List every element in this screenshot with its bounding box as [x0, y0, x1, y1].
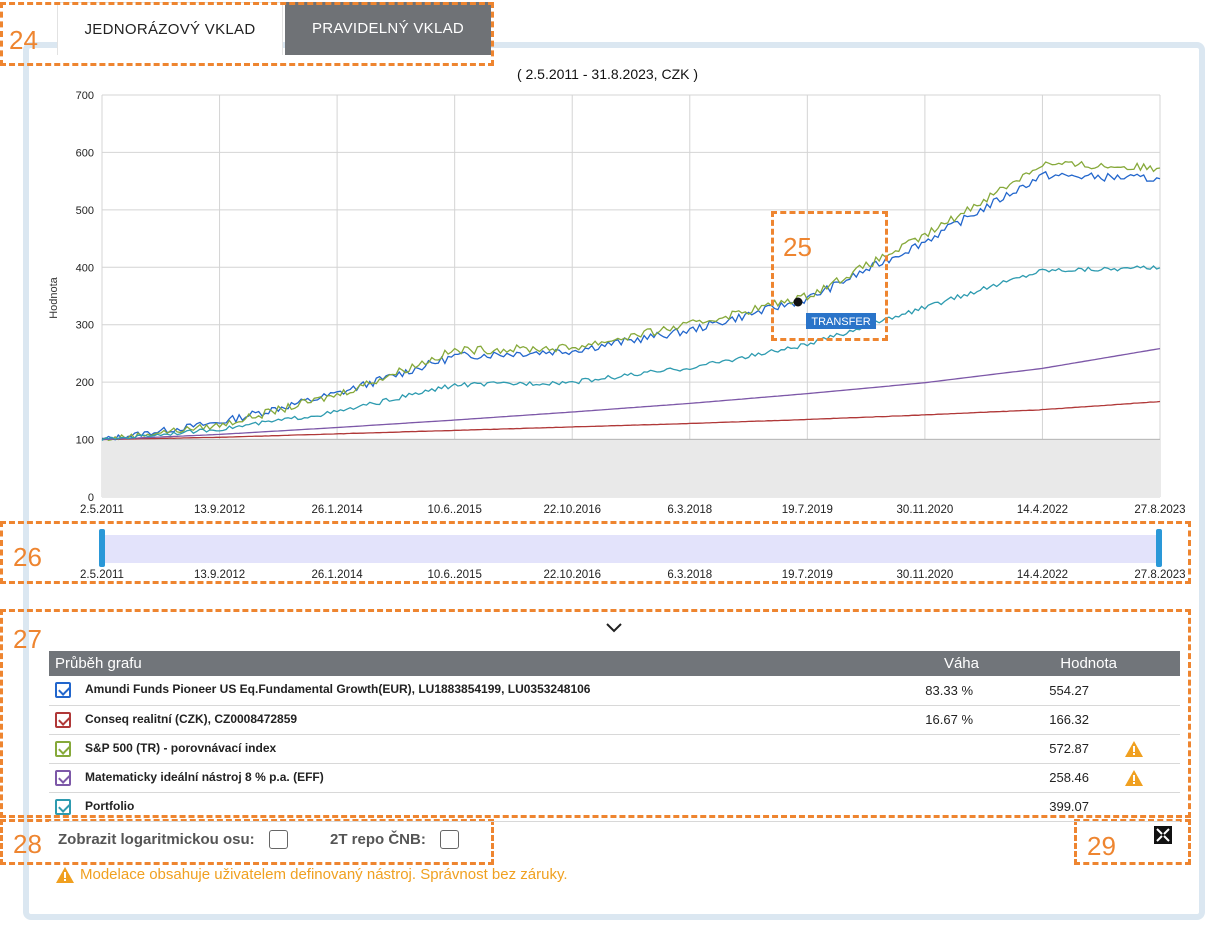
x-tick-label: 10.6..2015	[427, 504, 481, 516]
series-value: 399.07	[979, 792, 1119, 822]
disclaimer-text: Modelace obsahuje uživatelem definovaný …	[80, 866, 568, 883]
y-tick-label: 100	[76, 435, 94, 447]
series-checkbox[interactable]	[55, 711, 71, 728]
annotation-24: 24	[0, 2, 494, 66]
navigator-x-tick-label: 14.4.2022	[1017, 569, 1068, 581]
series-value: 554.27	[979, 676, 1119, 706]
chart-subtitle: ( 2.5.2011 - 31.8.2023, CZK )	[516, 66, 699, 82]
line-chart[interactable]: 0 100 200 300 400 500 600 700 2.5.2011 13.9.2012…	[0, 0, 1215, 620]
series-checkbox[interactable]	[55, 769, 71, 786]
series-weight: 83.33 %	[909, 676, 979, 706]
x-tick-label: 14.4.2022	[1017, 504, 1068, 516]
navigator-x-tick-label: 10.6..2015	[427, 569, 481, 581]
navigator-x-tick-label: 13.9.2012	[194, 569, 245, 581]
x-tick-label: 30.11.2020	[897, 504, 954, 516]
legend-row: Matematicky ideální nástroj 8 % p.a. (EF…	[49, 763, 1180, 793]
navigator-x-tick-label: 22.10.2016	[543, 569, 601, 581]
series-weight	[909, 763, 979, 793]
series-name: Conseq realitní (CZK), CZ0008472859	[85, 711, 298, 726]
y-tick-label: 0	[88, 492, 94, 504]
x-axis-ticks: 2.5.2011 13.9.2012 26.1.2014 10.6..2015 22.1…	[80, 504, 1186, 516]
x-tick-label: 22.10.2016	[543, 504, 601, 516]
navigator-x-tick-label: 2.5.2011	[80, 569, 124, 581]
annotation-26: 26	[0, 521, 1191, 584]
series-line	[101, 347, 1161, 441]
x-tick-label: 27.8.2023	[1134, 504, 1185, 516]
y-tick-label: 300	[76, 320, 94, 332]
y-tick-label: 700	[76, 90, 94, 102]
navigator-x-tick-label: 26.1.2014	[312, 569, 364, 581]
warning-icon[interactable]	[1125, 769, 1143, 786]
legend-row: Amundi Funds Pioneer US Eq.Fundamental G…	[49, 676, 1180, 706]
tab-regular-deposit[interactable]: PRAVIDELNÝ VKLAD	[285, 2, 491, 55]
y-axis-ticks: 0 100 200 300 400 500 600 700	[76, 90, 94, 504]
tooltip-badge	[806, 313, 876, 329]
x-tick-label: 6.3.2018	[667, 504, 712, 516]
y-axis-label: Hodnota	[48, 276, 60, 318]
repo-label: 2T repo ČNB:	[330, 831, 426, 848]
x-tick-label: 13.9.2012	[194, 504, 245, 516]
log-axis-label: Zobrazit logaritmickou osu:	[58, 831, 255, 848]
navigator-x-tick-label: 30.11.2020	[897, 569, 954, 581]
y-tick-label: 500	[76, 205, 94, 217]
legend-header-weight: Váha	[943, 655, 979, 672]
navigator-x-tick-label: 6.3.2018	[667, 569, 712, 581]
x-tick-label: 26.1.2014	[312, 504, 364, 516]
legend-row: S&P 500 (TR) - porovnávací index 572.87	[49, 734, 1180, 764]
series-line	[101, 265, 1161, 442]
series-weight	[909, 734, 979, 764]
series-checkbox[interactable]	[55, 798, 71, 815]
navigator-handle-left[interactable]	[99, 529, 105, 567]
navigator-range[interactable]	[102, 535, 1160, 563]
annotation-29: 29	[1074, 819, 1191, 865]
annotation-25: 25	[771, 211, 888, 341]
navigator-x-ticks: 2.5.2011 13.9.2012 26.1.2014 10.6..2015 22.1…	[80, 569, 1186, 581]
repo-checkbox[interactable]	[439, 830, 459, 849]
navigator-x-tick-label: 27.8.2023	[1134, 569, 1185, 581]
legend-row: Portfolio 399.07	[49, 792, 1180, 822]
series-name: Portfolio	[85, 798, 135, 813]
series-value: 258.46	[979, 763, 1119, 793]
series-line	[102, 400, 1161, 441]
tooltip-label: TRANSFER	[811, 316, 870, 328]
legend-row: Conseq realitní (CZK), CZ0008472859 16.67…	[49, 705, 1180, 735]
legend-table: Průběh grafu Váha Hodnota Amundi Funds P…	[49, 651, 1180, 822]
series-value: 166.32	[979, 705, 1119, 735]
legend-header-name: Průběh grafu	[55, 655, 142, 672]
log-axis-checkbox[interactable]	[268, 830, 288, 849]
series-checkbox[interactable]	[55, 682, 71, 699]
series-checkbox[interactable]	[55, 740, 71, 757]
series-line	[101, 160, 1161, 441]
y-tick-label: 400	[76, 262, 94, 274]
x-tick-label: 2.5.2011	[80, 504, 124, 516]
hover-point	[793, 297, 803, 307]
legend-header: Průběh grafu Váha Hodnota	[49, 651, 1180, 676]
series-name: Amundi Funds Pioneer US Eq.Fundamental G…	[85, 682, 591, 697]
warning-icon[interactable]	[1125, 740, 1143, 757]
y-tick-label: 200	[76, 377, 94, 389]
series-value: 572.87	[979, 734, 1119, 764]
series-line	[101, 170, 1161, 441]
legend-header-value: Hodnota	[1060, 655, 1117, 672]
series-weight: 16.67 %	[909, 705, 979, 735]
log-axis-option: Zobrazit logaritmickou osu:	[58, 830, 288, 849]
navigator-x-tick-label: 19.7.2019	[782, 569, 833, 581]
baseline-area	[102, 439, 1160, 497]
disclaimer-note: Modelace obsahuje uživatelem definovaný …	[56, 866, 568, 883]
series-weight	[909, 792, 979, 822]
warning-icon	[56, 866, 74, 883]
chevron-down-icon[interactable]	[604, 620, 624, 636]
tab-single-deposit[interactable]: JEDNORÁZOVÝ VKLAD	[57, 2, 283, 55]
y-tick-label: 600	[76, 147, 94, 159]
repo-option: 2T repo ČNB:	[330, 830, 459, 849]
fullscreen-icon[interactable]	[1154, 826, 1172, 844]
x-tick-label: 19.7.2019	[782, 504, 833, 516]
navigator-handle-right[interactable]	[1156, 529, 1162, 567]
series-lines	[101, 160, 1161, 442]
series-name: S&P 500 (TR) - porovnávací index	[85, 740, 277, 755]
series-name: Matematicky ideální nástroj 8 % p.a. (EF…	[85, 769, 324, 784]
